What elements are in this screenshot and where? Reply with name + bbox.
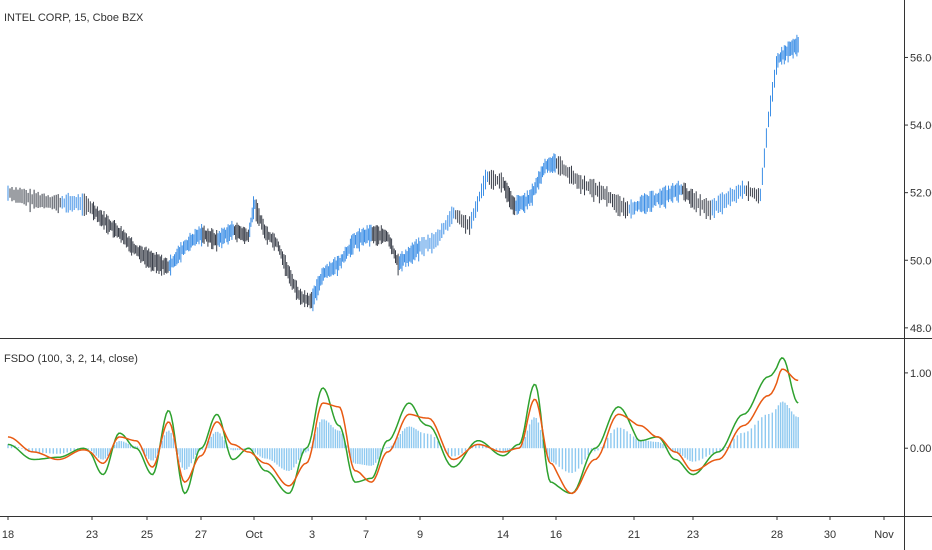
price-tick-label: 56.00 bbox=[910, 52, 932, 64]
price-axis[interactable]: 56.00 54.00 52.00 50.00 48.00 bbox=[904, 52, 932, 335]
time-tick-label: 7 bbox=[363, 529, 369, 541]
price-tick-label: 48.00 bbox=[910, 323, 932, 335]
time-tick-label: 23 bbox=[687, 529, 699, 541]
time-tick-label: 27 bbox=[195, 529, 207, 541]
time-tick-label: 18 bbox=[2, 529, 14, 541]
time-tick-label: 30 bbox=[824, 529, 836, 541]
oscillator-pane[interactable] bbox=[7, 357, 799, 495]
time-axis[interactable]: 18 23 25 27 Oct 3 7 9 14 16 21 23 28 30 Nov bbox=[2, 516, 894, 541]
time-tick-label: 14 bbox=[497, 529, 509, 541]
price-tick-label: 54.00 bbox=[910, 120, 932, 132]
time-tick-label: Oct bbox=[245, 529, 262, 541]
time-tick-label: Nov bbox=[874, 529, 894, 541]
time-tick-label: 21 bbox=[628, 529, 640, 541]
fast-line bbox=[7, 357, 799, 495]
slow-line bbox=[7, 368, 799, 495]
time-tick-label: 25 bbox=[141, 529, 153, 541]
time-tick-label: 23 bbox=[86, 529, 98, 541]
price-pane[interactable] bbox=[7, 34, 799, 312]
oscillator-axis[interactable]: 1.00 0.00 bbox=[904, 368, 931, 455]
time-tick-label: 9 bbox=[417, 529, 423, 541]
symbol-title[interactable]: INTEL CORP, 15, Cboe BZX bbox=[4, 12, 144, 24]
oscillator-tick-label: 0.00 bbox=[910, 443, 931, 455]
price-candles bbox=[7, 34, 799, 312]
time-tick-label: 3 bbox=[309, 529, 315, 541]
time-tick-label: 16 bbox=[550, 529, 562, 541]
oscillator-histogram bbox=[7, 401, 799, 473]
time-tick-label: 28 bbox=[771, 529, 783, 541]
oscillator-tick-label: 1.00 bbox=[910, 368, 931, 380]
indicator-title[interactable]: FSDO (100, 3, 2, 14, close) bbox=[4, 353, 138, 365]
price-tick-label: 52.00 bbox=[910, 188, 932, 200]
price-tick-label: 50.00 bbox=[910, 255, 932, 267]
